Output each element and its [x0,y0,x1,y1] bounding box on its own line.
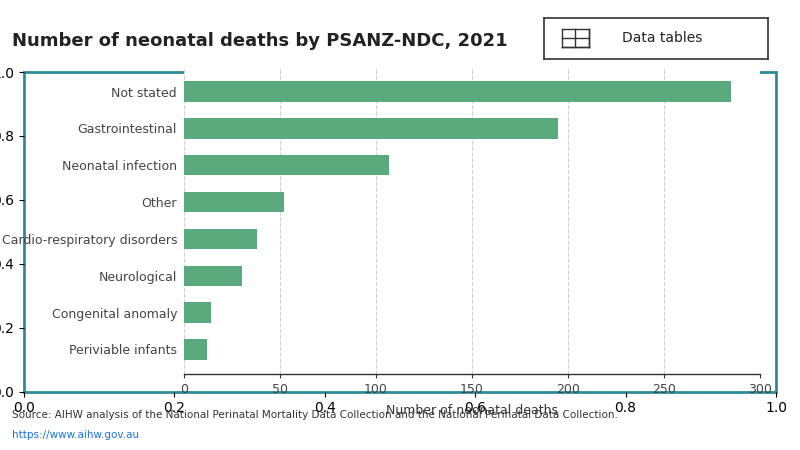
Bar [184,229,257,249]
Text: Source: AIHW analysis of the National Perinatal Mortality Data Collection and th: Source: AIHW analysis of the National Pe… [12,410,618,419]
Bar [184,266,242,286]
Text: https://www.aihw.gov.au: https://www.aihw.gov.au [12,430,139,440]
Bar [184,192,284,212]
Bar [184,118,558,139]
X-axis label: Number of neonatal deaths: Number of neonatal deaths [386,404,558,417]
Bar [184,339,207,360]
Bar [184,302,211,323]
Bar [184,155,390,176]
Text: Data tables: Data tables [622,31,702,45]
Bar [184,81,731,102]
Text: Number of neonatal deaths by PSANZ-NDC, 2021: Number of neonatal deaths by PSANZ-NDC, … [12,32,508,50]
